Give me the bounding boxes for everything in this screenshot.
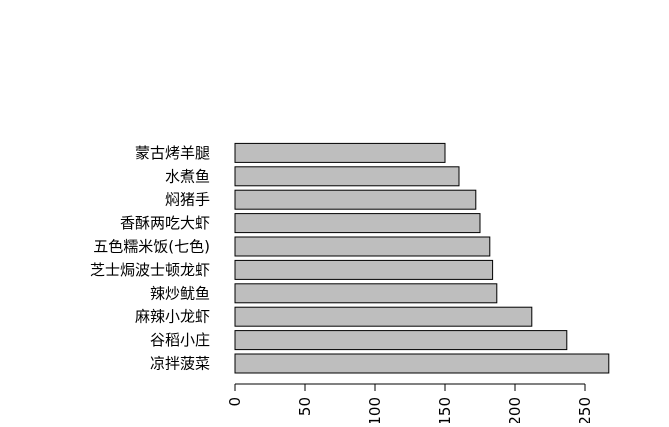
bars-layer xyxy=(234,142,610,374)
bar xyxy=(234,306,533,327)
category-label: 芝士焗波士顿龙虾 xyxy=(90,261,210,279)
x-tick-label: 250 xyxy=(576,397,594,423)
category-label: 谷稻小庄 xyxy=(150,331,210,349)
x-tick-label: 150 xyxy=(436,397,454,423)
bar xyxy=(234,330,568,351)
x-axis: 0 50 100 150 200 250 xyxy=(226,383,594,426)
x-tick-label: 50 xyxy=(296,397,314,416)
bar xyxy=(234,236,491,257)
category-label: 香酥两吃大虾 xyxy=(120,214,210,232)
x-tick-label: 100 xyxy=(366,397,384,423)
category-label: 焖猪手 xyxy=(165,191,210,209)
x-tick-label: 0 xyxy=(226,397,244,407)
bar xyxy=(234,259,494,280)
category-label: 五色糯米饭(七色) xyxy=(93,238,210,256)
bar xyxy=(234,166,460,187)
bar xyxy=(234,353,610,374)
bar xyxy=(234,283,498,304)
bar xyxy=(234,142,446,163)
category-label: 辣炒鱿鱼 xyxy=(150,284,210,302)
category-label: 凉拌菠菜 xyxy=(150,355,210,373)
category-label: 麻辣小龙虾 xyxy=(135,308,210,326)
x-tick-label: 200 xyxy=(506,397,524,423)
category-label: 蒙古烤羊腿 xyxy=(135,144,210,162)
bar xyxy=(234,189,477,210)
bar xyxy=(234,213,481,234)
category-label: 水煮鱼 xyxy=(165,167,210,185)
